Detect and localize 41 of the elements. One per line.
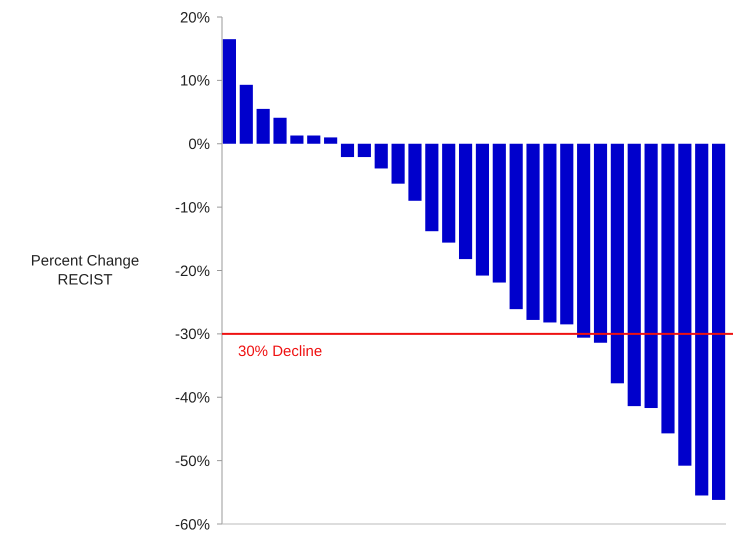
y-tick-label: -40% — [174, 390, 210, 406]
y-tick-label: 10% — [180, 72, 210, 90]
bar — [678, 144, 692, 466]
ref-line-label: 30% Decline — [238, 342, 322, 360]
bar — [661, 144, 675, 434]
y-tick-label: -20% — [174, 262, 210, 280]
bar — [273, 118, 287, 144]
bar — [256, 108, 270, 144]
bar — [240, 84, 253, 144]
y-tick-label: 20% — [180, 9, 210, 26]
bar — [324, 137, 338, 144]
bar — [610, 144, 624, 384]
bar — [712, 144, 726, 500]
bar — [476, 144, 490, 276]
bar — [358, 144, 371, 158]
y-tick-label: 0% — [188, 136, 210, 153]
y-tick-label: -30% — [174, 326, 210, 344]
bar — [510, 144, 523, 310]
bar — [222, 39, 236, 144]
bar — [543, 144, 556, 322]
bar — [628, 144, 641, 406]
bar — [577, 144, 590, 338]
bar — [526, 144, 540, 320]
bar — [458, 144, 472, 260]
bar — [560, 144, 574, 324]
bar — [594, 144, 608, 343]
bar — [392, 144, 405, 184]
bar — [695, 144, 708, 496]
y-tick-label: -60% — [174, 516, 210, 534]
y-tick-label: -50% — [174, 452, 210, 470]
bar — [290, 136, 304, 144]
bar — [442, 144, 456, 243]
bar — [492, 144, 506, 283]
bar — [408, 144, 422, 201]
bar — [374, 144, 388, 168]
bar — [307, 136, 320, 144]
bar — [425, 144, 438, 232]
bar — [644, 144, 658, 408]
y-tick-label: -10% — [174, 199, 210, 216]
y-axis-title: Percent Change RECIST — [30, 252, 140, 288]
bar — [340, 144, 354, 158]
